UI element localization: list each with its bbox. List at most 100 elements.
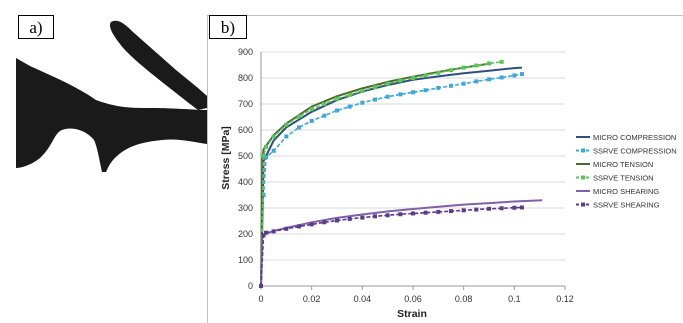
data-point	[385, 81, 390, 86]
data-point	[436, 70, 441, 75]
data-point	[309, 222, 314, 227]
y-tick-label: 800	[238, 73, 253, 83]
data-point	[271, 229, 276, 234]
data-point	[284, 122, 289, 127]
data-point	[284, 226, 289, 231]
x-tick-label: 0.1	[508, 294, 521, 304]
data-point	[499, 206, 504, 211]
data-point	[259, 284, 263, 288]
panel-label-b: b)	[209, 15, 247, 39]
y-tick-label: 600	[238, 125, 253, 135]
data-point	[264, 144, 269, 149]
grid-lines	[261, 51, 565, 261]
legend-label: MICRO COMPRESSION	[593, 133, 676, 142]
series-micro-tension	[260, 62, 490, 287]
data-point	[474, 63, 479, 68]
microstructure-lower-grain	[16, 58, 207, 172]
data-point	[297, 114, 301, 119]
data-point	[436, 85, 441, 90]
data-point	[261, 154, 266, 158]
y-tick-label: 0	[248, 281, 253, 291]
data-point	[373, 85, 377, 90]
data-point	[297, 125, 301, 130]
tick-labels: 0 100 200 300 400 500 600 700 800 900 0 0.02 0.04 0.0…	[238, 47, 574, 304]
chart-frame	[207, 15, 683, 323]
data-point	[512, 205, 517, 210]
data-point	[322, 113, 327, 118]
legend-label: SSRVE SHEARING	[593, 201, 660, 210]
panel-label-a: a)	[18, 15, 54, 39]
data-point	[309, 118, 314, 123]
series-line	[260, 61, 502, 287]
data-point	[474, 79, 479, 84]
data-point	[335, 108, 339, 113]
series-line	[260, 66, 522, 287]
data-point	[398, 92, 403, 97]
data-point	[271, 148, 276, 153]
legend-item: SSRVE COMPRESSION	[576, 147, 677, 156]
data-point	[373, 97, 377, 102]
legend-item: MICRO TENSION	[576, 160, 653, 169]
y-tick-label: 300	[238, 203, 253, 213]
legend-label: SSRVE COMPRESSION	[593, 147, 677, 156]
data-point	[461, 81, 466, 86]
y-tick-label: 500	[238, 151, 253, 161]
data-point	[519, 205, 524, 210]
data-point	[284, 134, 289, 139]
x-tick-label: 0	[258, 294, 263, 304]
data-point	[398, 78, 403, 83]
data-point	[297, 224, 301, 229]
data-point	[411, 90, 415, 95]
data-point	[436, 209, 441, 214]
data-point	[360, 215, 365, 220]
data-series	[259, 59, 543, 288]
data-point	[449, 209, 453, 214]
data-point	[373, 214, 377, 219]
y-tick-label: 700	[238, 99, 253, 109]
data-point	[347, 216, 352, 221]
y-tick-label: 100	[238, 255, 253, 265]
data-point	[519, 72, 524, 77]
data-point	[487, 206, 491, 211]
y-axis-title: Stress [MPa]	[220, 126, 232, 190]
data-point	[264, 230, 269, 235]
series-line	[260, 73, 523, 287]
data-point	[271, 134, 276, 139]
data-point	[335, 218, 339, 223]
data-point	[360, 89, 365, 93]
data-point	[322, 220, 327, 225]
data-point	[474, 207, 479, 212]
legend-label: MICRO TENSION	[593, 160, 653, 169]
data-point	[423, 73, 428, 78]
x-tick-label: 0.08	[455, 294, 473, 304]
x-tick-label: 0.04	[354, 294, 372, 304]
data-point	[499, 59, 504, 64]
data-point	[411, 211, 415, 216]
microstructure-upper-grain	[110, 20, 207, 111]
axes	[260, 52, 566, 290]
x-axis-title: Strain	[397, 308, 427, 320]
legend-marker	[581, 175, 585, 180]
legend-item: SSRVE TENSION	[576, 174, 654, 183]
data-point	[449, 83, 453, 88]
data-point	[461, 65, 466, 70]
legend-item: MICRO SHEARING	[576, 187, 659, 196]
data-point	[499, 75, 504, 80]
x-tick-label: 0.12	[556, 294, 574, 304]
series-ssrve-tension	[259, 59, 504, 288]
legend: MICRO COMPRESSION SSRVE COMPRESSION MICRO …	[576, 133, 677, 210]
series-ssrve-shearing	[259, 205, 524, 288]
data-point	[264, 155, 269, 160]
data-point	[449, 68, 453, 73]
legend-label: MICRO SHEARING	[593, 187, 659, 196]
legend-item: SSRVE SHEARING	[576, 201, 660, 210]
y-tick-label: 400	[238, 177, 253, 187]
series-line	[260, 206, 522, 287]
data-point	[347, 92, 352, 97]
data-point	[487, 61, 491, 66]
data-point	[398, 212, 403, 217]
data-point	[335, 96, 339, 101]
data-point	[385, 213, 390, 218]
data-point	[309, 107, 314, 112]
